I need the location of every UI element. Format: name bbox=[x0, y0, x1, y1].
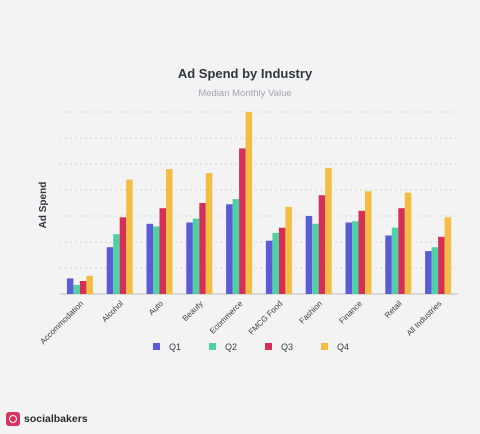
x-tick-label: Auto bbox=[147, 299, 165, 317]
legend-swatch bbox=[321, 343, 328, 350]
bar bbox=[186, 222, 193, 294]
bar bbox=[239, 148, 246, 294]
bar bbox=[73, 284, 80, 294]
legend-label: Q3 bbox=[281, 342, 293, 352]
bar bbox=[318, 195, 326, 294]
bar bbox=[205, 173, 213, 294]
chart-subtitle: Median Monthly Value bbox=[198, 88, 291, 99]
x-tick-label: Alcohol bbox=[100, 299, 125, 324]
bar bbox=[86, 275, 93, 294]
bar bbox=[391, 227, 399, 294]
bar bbox=[438, 236, 445, 294]
bar bbox=[385, 235, 392, 294]
bar bbox=[404, 192, 412, 294]
y-axis-label: Ad Spend bbox=[38, 182, 49, 229]
bar bbox=[444, 217, 452, 294]
bar bbox=[285, 206, 292, 294]
legend: Q1 Q2 Q3 Q4 bbox=[153, 342, 349, 352]
bar bbox=[126, 179, 133, 294]
legend-label: Q1 bbox=[169, 342, 181, 352]
bar bbox=[66, 278, 74, 294]
x-tick-label: Retail bbox=[383, 299, 404, 320]
bars-group bbox=[66, 112, 452, 294]
brand-name: socialbakers bbox=[24, 413, 88, 425]
x-tick-label: Fashion bbox=[298, 299, 324, 325]
bar bbox=[278, 227, 286, 294]
brand: socialbakers bbox=[6, 410, 88, 428]
x-tick-label: Accommodation bbox=[38, 299, 85, 346]
bar bbox=[232, 199, 240, 294]
chart-title: Ad Spend by Industry bbox=[178, 66, 313, 81]
bar bbox=[305, 216, 313, 294]
legend-label: Q4 bbox=[337, 342, 349, 352]
bar bbox=[425, 251, 432, 294]
bar bbox=[358, 210, 365, 294]
bar bbox=[199, 203, 206, 294]
x-tick-label: Ecommerce bbox=[208, 299, 245, 336]
bar bbox=[398, 208, 405, 294]
x-tick-label: Finance bbox=[337, 299, 364, 326]
legend-swatch bbox=[209, 343, 216, 350]
bar bbox=[159, 208, 166, 294]
bar bbox=[431, 247, 439, 294]
x-tick-label: All Industries bbox=[405, 299, 444, 338]
bar bbox=[226, 204, 233, 294]
bar bbox=[265, 240, 273, 294]
bar bbox=[153, 226, 160, 294]
bar bbox=[245, 112, 253, 294]
bar bbox=[79, 281, 87, 294]
bar bbox=[113, 234, 120, 294]
bar bbox=[325, 167, 332, 294]
bar bbox=[106, 247, 114, 294]
bar bbox=[365, 191, 372, 294]
bar bbox=[119, 217, 127, 294]
x-tick-label: FMCG Food bbox=[247, 299, 284, 336]
bar bbox=[345, 222, 352, 294]
x-axis-ticks: Accommodation Alcohol Auto Beauty Ecommerce F… bbox=[38, 299, 443, 346]
socialbakers-logo-icon bbox=[6, 412, 20, 426]
bar bbox=[272, 232, 279, 294]
bar bbox=[352, 221, 359, 294]
bar bbox=[192, 218, 200, 294]
x-tick-label: Beauty bbox=[181, 299, 205, 323]
legend-swatch bbox=[153, 343, 160, 350]
bar bbox=[312, 223, 319, 294]
bar bbox=[166, 169, 173, 294]
legend-swatch bbox=[265, 343, 272, 350]
bar bbox=[146, 223, 153, 294]
legend-label: Q2 bbox=[225, 342, 237, 352]
